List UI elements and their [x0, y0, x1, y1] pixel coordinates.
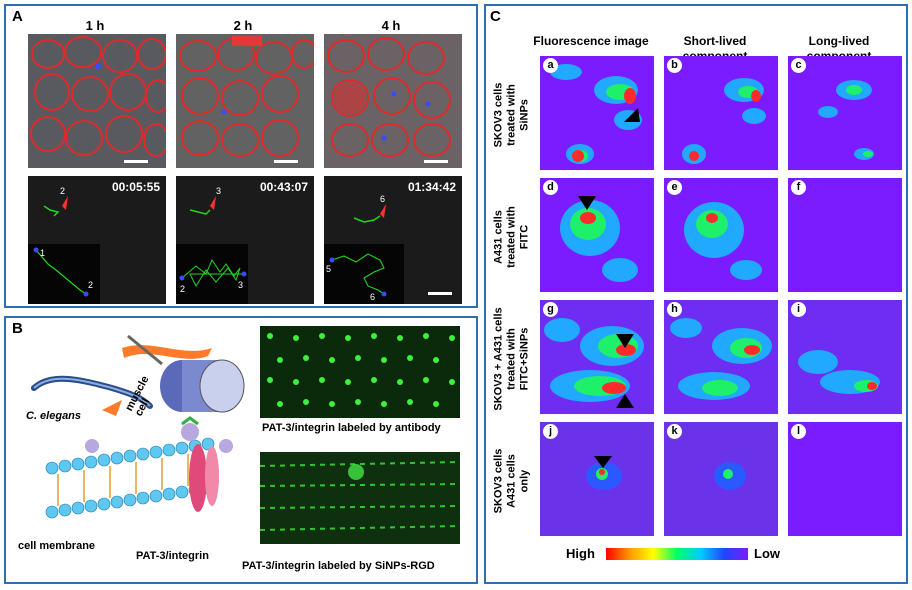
- image-h: h: [664, 300, 778, 414]
- inset-start-2h: 2: [180, 284, 185, 294]
- inset-start-4h: 5: [326, 264, 331, 274]
- caption-sinps-rgd: PAT-3/integrin labeled by SiNPs-RGD: [242, 560, 435, 572]
- tag-b: b: [667, 58, 682, 73]
- panel-a-letter: A: [12, 8, 23, 25]
- panel-a: A 1 h 2 h 4 h: [4, 4, 478, 308]
- tag-c: c: [791, 58, 806, 73]
- image-k: k: [664, 422, 778, 536]
- tag-g: g: [543, 302, 558, 317]
- inset-end-2h: 3: [238, 280, 243, 290]
- tag-d: d: [543, 180, 558, 195]
- col-header-4h: 4 h: [381, 18, 401, 33]
- tag-k: k: [667, 424, 682, 439]
- cell-membrane-label: cell membrane: [18, 540, 96, 552]
- image-j: j: [540, 422, 654, 536]
- pat3-integrin-label: PAT-3/integrin: [136, 550, 209, 562]
- sinps-rgd-image: [260, 452, 460, 544]
- image-l: l: [788, 422, 902, 536]
- row-label-4-text: SKOV3 cells A431 cells only: [492, 448, 531, 514]
- caption-antibody: PAT-3/integrin labeled by antibody: [262, 422, 441, 434]
- tracking-image-4h: 01:34:42 6 5 6: [324, 176, 462, 304]
- row-label-4: SKOV3 cells A431 cells only: [490, 422, 534, 540]
- image-g: g: [540, 300, 654, 414]
- image-e: e: [664, 178, 778, 292]
- cell-image-2h: [176, 34, 314, 168]
- row-label-2: A431 cells treated with FITC: [490, 178, 534, 296]
- intensity-colorbar: [606, 548, 748, 560]
- col-header-1h: 1 h: [85, 18, 105, 33]
- inset-end-1h: 2: [88, 280, 93, 290]
- image-f: f: [788, 178, 902, 292]
- row-label-3-text: SKOV3 + A431 cells treated with FITC+SiN…: [492, 307, 531, 411]
- row-label-2-text: A431 cells treated with FITC: [492, 206, 531, 268]
- tag-h: h: [667, 302, 682, 317]
- antibody-image: [260, 326, 460, 418]
- row-label-1: SKOV3 cells treated with SiNPs: [490, 56, 534, 174]
- timestamp-4h: 01:34:42: [407, 180, 456, 194]
- row-label-1-text: SKOV3 cells treated with SiNPs: [492, 82, 531, 148]
- cell-image-4h: [324, 34, 462, 168]
- col-header-2h: 2 h: [233, 18, 253, 33]
- image-i: i: [788, 300, 902, 414]
- panel-b-letter: B: [12, 320, 23, 337]
- arrow-label-2h: 3: [216, 186, 221, 196]
- timestamp-1h: 00:05:55: [111, 180, 160, 194]
- cell-image-1h: [28, 34, 166, 168]
- tag-f: f: [791, 180, 806, 195]
- header-fluorescence: Fluorescence image: [533, 34, 649, 48]
- row-label-3: SKOV3 + A431 cells treated with FITC+SiN…: [490, 300, 534, 418]
- inset-start-1h: 1: [40, 248, 45, 258]
- legend-high: High: [566, 546, 595, 561]
- tracking-image-2h: 00:43:07 3 2 3: [176, 176, 314, 304]
- image-d: d: [540, 178, 654, 292]
- tag-i: i: [791, 302, 806, 317]
- image-a: a: [540, 56, 654, 170]
- arrow-label-1h: 2: [60, 186, 65, 196]
- panel-c-letter: C: [490, 8, 501, 25]
- inset-end-4h: 6: [370, 292, 375, 302]
- panel-c: C Fluorescence image Short-lived compone…: [484, 4, 908, 584]
- tag-j: j: [543, 424, 558, 439]
- legend-low: Low: [754, 546, 780, 561]
- image-c: c: [788, 56, 902, 170]
- image-b: b: [664, 56, 778, 170]
- tag-a: a: [543, 58, 558, 73]
- panel-b: B C. elegans muscle cell cell membrane P…: [4, 316, 478, 584]
- arrow-label-4h: 6: [380, 194, 385, 204]
- tag-l: l: [791, 424, 806, 439]
- timestamp-2h: 00:43:07: [259, 180, 308, 194]
- c-elegans-label: C. elegans: [26, 410, 82, 422]
- tracking-image-1h: 00:05:55 2 1 2: [28, 176, 166, 304]
- membrane-schematic: [31, 334, 245, 519]
- tag-e: e: [667, 180, 682, 195]
